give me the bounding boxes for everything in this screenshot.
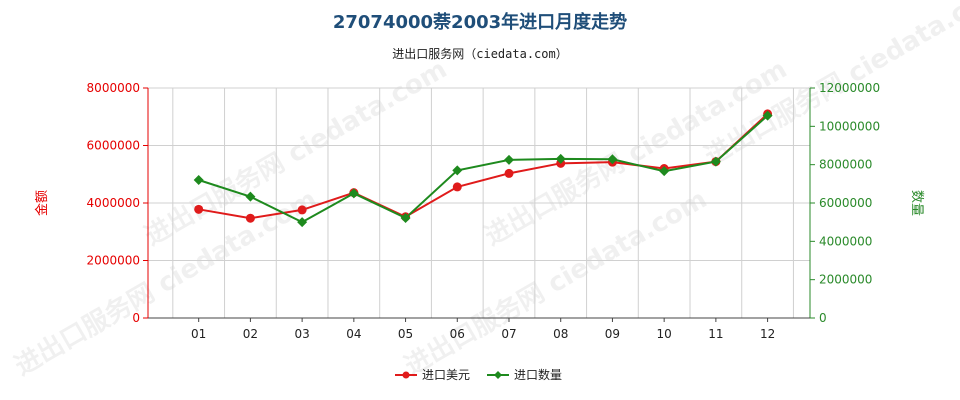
data-point-diamond[interactable] xyxy=(193,175,204,185)
legend-label: 进口数量 xyxy=(514,367,562,382)
x-tick-label: 07 xyxy=(501,327,516,341)
x-tick-label: 05 xyxy=(398,327,413,341)
legend-item-quantity[interactable]: 进口数量 xyxy=(487,367,562,382)
left-tick-label: 2000000 xyxy=(87,254,140,268)
data-point-circle[interactable] xyxy=(504,168,514,178)
x-tick-label: 10 xyxy=(657,327,672,341)
right-tick-label: 10000000 xyxy=(819,119,880,133)
legend: 进口美元 进口数量 xyxy=(395,367,562,382)
grid-lines xyxy=(148,87,811,319)
data-point-diamond[interactable] xyxy=(503,154,514,165)
right-tick-label: 0 xyxy=(819,311,827,325)
series-line xyxy=(198,114,769,224)
left-axis-label: 金额 xyxy=(34,190,50,216)
data-point-diamond[interactable] xyxy=(245,191,256,202)
left-axis-ticks: 0 2000000 4000000 6000000 8000000 xyxy=(87,81,148,325)
data-point-circle[interactable] xyxy=(297,205,307,215)
right-tick-label: 6000000 xyxy=(819,196,872,210)
data-point-circle[interactable] xyxy=(452,182,462,192)
right-tick-label: 12000000 xyxy=(819,81,880,95)
right-axis-label: 数量 xyxy=(909,190,924,216)
x-axis-ticks: 01 02 03 04 05 06 07 08 09 10 11 12 xyxy=(191,318,775,341)
data-point-diamond[interactable] xyxy=(762,110,773,121)
right-axis-ticks: 0 2000000 4000000 6000000 8000000 10000000 120… xyxy=(810,81,880,325)
data-point-diamond[interactable] xyxy=(400,212,411,223)
left-tick-label: 4000000 xyxy=(87,196,140,210)
series-layer xyxy=(193,109,773,228)
right-tick-label: 4000000 xyxy=(819,234,872,248)
data-point-diamond[interactable] xyxy=(297,217,308,228)
x-tick-label: 12 xyxy=(760,327,775,341)
data-point-diamond[interactable] xyxy=(710,156,721,167)
data-point-diamond[interactable] xyxy=(452,165,463,176)
x-tick-label: 01 xyxy=(191,327,206,341)
data-point-diamond[interactable] xyxy=(348,188,359,199)
legend-item-amount[interactable]: 进口美元 xyxy=(395,368,470,382)
x-tick-label: 02 xyxy=(243,327,258,341)
right-tick-label: 2000000 xyxy=(819,273,872,287)
data-point-circle[interactable] xyxy=(194,204,204,214)
x-tick-label: 04 xyxy=(346,327,361,341)
left-tick-label: 6000000 xyxy=(87,139,140,153)
series-quantity xyxy=(193,110,773,228)
left-tick-label: 0 xyxy=(132,311,140,325)
data-point-diamond[interactable] xyxy=(607,154,618,165)
legend-label: 进口美元 xyxy=(422,368,470,382)
x-tick-label: 11 xyxy=(708,327,723,341)
chart-subtitle: 进出口服务网（ciedata.com） xyxy=(392,46,567,61)
x-tick-label: 03 xyxy=(294,327,309,341)
data-point-circle[interactable] xyxy=(245,213,255,223)
chart-title: 27074000萘2003年进口月度走势 xyxy=(333,11,627,33)
series-line xyxy=(198,113,769,220)
right-tick-label: 8000000 xyxy=(819,158,872,172)
data-point-diamond[interactable] xyxy=(659,166,670,177)
x-tick-label: 08 xyxy=(553,327,568,341)
left-tick-label: 8000000 xyxy=(87,81,140,95)
data-point-diamond[interactable] xyxy=(555,153,566,164)
legend-marker-diamond xyxy=(494,371,502,379)
x-tick-label: 09 xyxy=(605,327,620,341)
x-tick-label: 06 xyxy=(450,327,465,341)
legend-marker-circle xyxy=(402,371,410,379)
